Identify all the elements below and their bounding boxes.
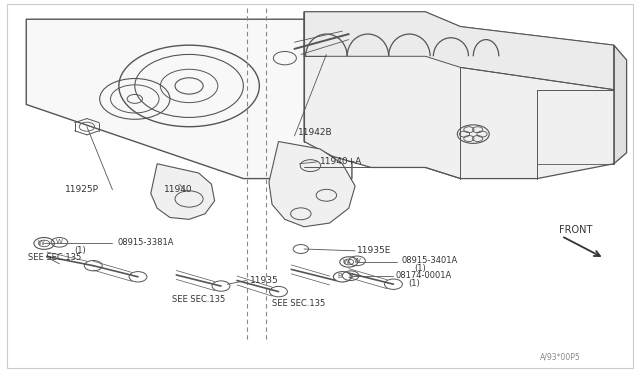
Text: 11940+A: 11940+A — [320, 157, 362, 166]
Polygon shape — [26, 19, 352, 179]
Polygon shape — [304, 12, 627, 179]
Text: B: B — [337, 273, 342, 279]
Text: 11940: 11940 — [164, 185, 192, 194]
Text: 08915-3401A: 08915-3401A — [402, 256, 458, 265]
Text: 11935E: 11935E — [357, 246, 392, 255]
Text: SEE SEC.135: SEE SEC.135 — [172, 295, 225, 304]
Text: FRONT: FRONT — [559, 225, 593, 235]
Text: 08915-3381A: 08915-3381A — [118, 238, 174, 247]
Text: SEE SEC.135: SEE SEC.135 — [28, 253, 81, 262]
Text: A/93*00P5: A/93*00P5 — [540, 353, 581, 362]
Text: SEE SEC.135: SEE SEC.135 — [272, 299, 325, 308]
Polygon shape — [614, 45, 627, 164]
Text: B: B — [348, 273, 353, 279]
Text: W: W — [343, 259, 349, 264]
Text: 11925P: 11925P — [65, 185, 99, 194]
Text: 11935: 11935 — [250, 276, 278, 285]
Text: (1): (1) — [415, 264, 426, 273]
Text: W: W — [38, 240, 44, 246]
Text: 11942B: 11942B — [298, 128, 332, 137]
Polygon shape — [151, 164, 214, 219]
Text: (1): (1) — [74, 246, 86, 255]
Text: W: W — [354, 258, 360, 264]
Text: W: W — [56, 239, 63, 245]
Polygon shape — [304, 12, 614, 90]
Text: (1): (1) — [408, 279, 420, 288]
Text: 08174-0001A: 08174-0001A — [396, 271, 452, 280]
Polygon shape — [269, 141, 355, 227]
